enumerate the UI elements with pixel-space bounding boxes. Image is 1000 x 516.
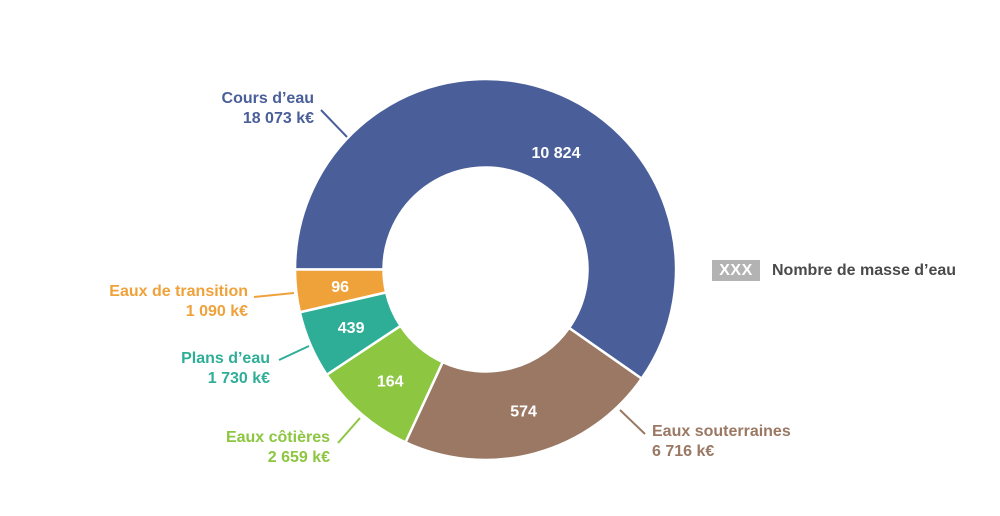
label-cours-deau: Cours d’eau 18 073 k€: [180, 89, 314, 129]
label-eaux-de-transition: Eaux de transition 1 090 k€: [60, 282, 248, 322]
leader-lines: [253, 109, 646, 444]
label-plans-deau: Plans d’eau 1 730 k€: [120, 349, 270, 389]
leader-line-eaux-cotieres: [337, 417, 361, 444]
label-eaux-cotieres-value: 2 659 k€: [267, 449, 330, 466]
leader-line-eaux-de-transition: [253, 292, 295, 298]
label-cours-deau-value: 18 073 k€: [242, 110, 314, 127]
label-eaux-de-transition-name: Eaux de transition: [109, 283, 248, 300]
label-eaux-souterraines-name: Eaux souterraines: [652, 423, 791, 440]
legend: XXX Nombre de masse d’eau: [712, 260, 956, 281]
slice-cours-d-eau: [293, 77, 678, 381]
leader-line-cours-deau: [320, 109, 348, 138]
label-eaux-cotieres-name: Eaux côtières: [225, 429, 330, 446]
slice-count-label: 164: [377, 373, 404, 390]
slice-count-label: 96: [331, 279, 349, 296]
label-eaux-de-transition-value: 1 090 k€: [185, 303, 248, 320]
slice-count-label: 10 824: [532, 145, 581, 162]
donut-slices: [293, 77, 678, 462]
label-eaux-souterraines-value: 6 716 k€: [652, 443, 715, 460]
slice-count-label: 574: [510, 404, 537, 421]
slice-eaux-de-transition: [293, 268, 388, 314]
leader-line-plans-deau: [278, 345, 310, 361]
leader-line-eaux-souterraines: [619, 409, 646, 435]
slice-count-labels: 10 824 574 164 439 96: [331, 145, 580, 421]
slice-count-label: 439: [338, 320, 365, 337]
label-eaux-cotieres: Eaux côtières 2 659 k€: [180, 428, 330, 468]
label-plans-deau-value: 1 730 k€: [207, 370, 270, 387]
legend-label: Nombre de masse d’eau: [772, 261, 957, 279]
label-eaux-souterraines: Eaux souterraines 6 716 k€: [652, 422, 791, 462]
slice-eaux-souterraines: [403, 326, 644, 462]
label-cours-deau-name: Cours d’eau: [221, 90, 314, 107]
legend-swatch: XXX: [712, 260, 760, 281]
label-plans-deau-name: Plans d’eau: [181, 350, 270, 367]
